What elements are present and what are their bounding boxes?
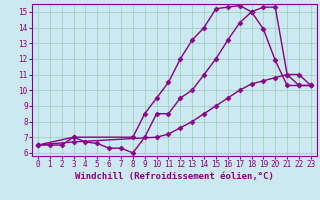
X-axis label: Windchill (Refroidissement éolien,°C): Windchill (Refroidissement éolien,°C) — [75, 172, 274, 181]
